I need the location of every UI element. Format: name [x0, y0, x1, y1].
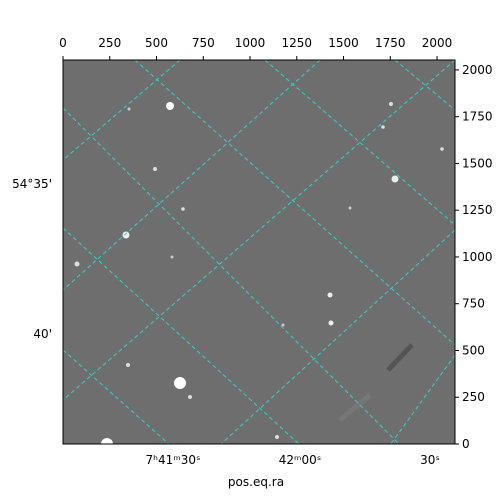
dec-label: 54°35': [12, 177, 52, 191]
x-tick-label: 2000: [422, 36, 453, 50]
x-tick-label: 1000: [235, 36, 266, 50]
x-tick-label: 1750: [375, 36, 406, 50]
y-tick-label: 0: [462, 437, 470, 451]
x-tick-label: 750: [192, 36, 215, 50]
y-tick-label: 750: [462, 297, 485, 311]
coordinate-grid: [63, 60, 455, 444]
ra-label: 7ʰ41ᵐ30ˢ: [146, 453, 201, 467]
ra-label: 42ᵐ00ˢ: [279, 453, 322, 467]
y-tick-label: 1500: [462, 156, 493, 170]
dec-label: 40': [33, 327, 52, 341]
x-tick-label: 0: [59, 36, 67, 50]
y-tick-label: 250: [462, 390, 485, 404]
x-tick-label: 500: [145, 36, 168, 50]
sky-image: [63, 60, 455, 444]
stars: [74, 102, 444, 444]
x-tick-label: 1250: [282, 36, 313, 50]
ra-label: 30ˢ: [420, 453, 440, 467]
y-tick-label: 1000: [462, 250, 493, 264]
x-axis-label: pos.eq.ra: [228, 475, 284, 489]
x-tick-label: 1500: [328, 36, 359, 50]
y-tick-label: 1750: [462, 110, 493, 124]
x-tick-label: 250: [98, 36, 121, 50]
y-tick-label: 2000: [462, 63, 493, 77]
y-tick-label: 1250: [462, 203, 493, 217]
plot-frame: [62, 59, 456, 445]
y-tick-label: 500: [462, 343, 485, 357]
